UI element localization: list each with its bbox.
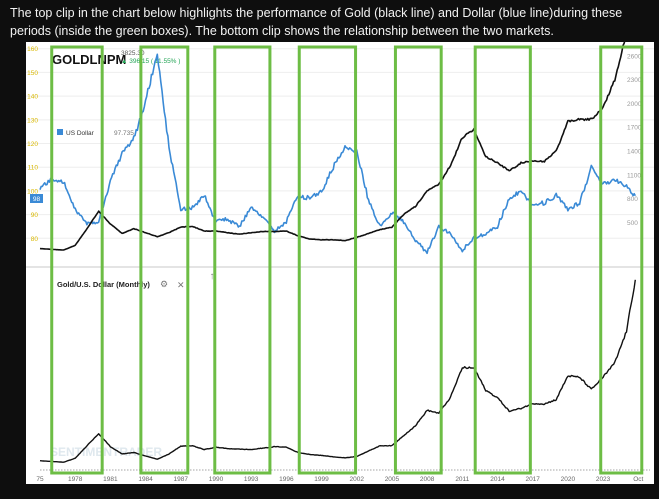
legend-label-us-dollar: US Dollar	[66, 130, 95, 137]
gold-line	[39, 40, 626, 251]
series-us-dollar	[39, 53, 637, 255]
right-axis-tick-label: 2000	[627, 101, 642, 108]
x-axis-ticks: 75 1978 1981 1984 1987 1990 1993 1996 1999 2002 20…	[36, 469, 650, 483]
gold-dollar-chart: ↑ 160 150 140 130 120 110 100 90 80 2600 2300 2000…	[26, 40, 654, 484]
x-axis-tick-label: 2017	[525, 476, 540, 483]
change-label: ▲ 396.15 ( 11.55% )	[121, 58, 180, 65]
x-axis-tick-label: 2005	[385, 476, 400, 483]
right-axis-tick-label: 1100	[627, 172, 641, 179]
x-axis-tick-label: 2002	[349, 476, 364, 483]
left-axis-tick-label: 100	[27, 188, 38, 195]
series-gold-dollar-ratio	[39, 279, 636, 463]
legend-swatch-us-dollar	[57, 129, 63, 135]
right-axis-tick-label: 2300	[627, 77, 642, 84]
close-panel-icon[interactable]: ✕	[177, 280, 185, 290]
right-axis-tick-label: 500	[627, 220, 638, 227]
left-axis-tick-label: 110	[28, 165, 39, 172]
left-axis-tick-label: 80	[31, 236, 39, 243]
left-axis-tick-label: 150	[27, 70, 38, 77]
x-axis-tick-label: 75	[36, 476, 44, 483]
highlight-box-7	[599, 45, 644, 475]
highlight-box-5	[393, 45, 443, 475]
right-axis-tick-label: 2600	[627, 53, 642, 60]
right-axis-tick-label: 800	[627, 196, 638, 203]
x-axis-tick-label: 1984	[138, 476, 153, 483]
chart-title: GOLDLNPM	[52, 52, 126, 67]
x-axis-tick-label: 2011	[455, 476, 469, 483]
series-gold	[39, 40, 626, 251]
x-axis-tick-label: 2014	[490, 476, 505, 483]
left-axis-tick-label: 120	[27, 141, 38, 148]
right-axis-ticks: 2600 2300 2000 1700 1400 1100 800 500	[627, 53, 642, 226]
watermark-text: SENTIMENTRADER	[50, 445, 162, 459]
left-axis-tick-label: 140	[27, 94, 38, 101]
symbol-price: 3825.30	[121, 50, 145, 57]
settings-gear-icon[interactable]: ⚙	[160, 279, 168, 289]
x-axis-tick-label: 1981	[103, 476, 118, 483]
highlight-box-1	[50, 45, 104, 475]
left-axis-tick-label: 160	[27, 46, 38, 53]
right-axis-tick-label: 1400	[627, 149, 642, 156]
x-axis-tick-label: Oct	[633, 476, 643, 483]
x-axis-tick-label: 2020	[561, 476, 576, 483]
current-dollar-marker	[30, 194, 43, 203]
highlight-box-2	[139, 45, 190, 475]
ratio-panel-title: Gold/U.S. Dollar (Monthly)	[57, 280, 150, 289]
x-axis-tick-label: 1993	[244, 476, 259, 483]
x-axis-tick-label: 1996	[279, 476, 294, 483]
x-axis-tick-label: 2023	[596, 476, 611, 483]
current-dollar-value: 98	[33, 196, 41, 203]
highlight-box-4	[297, 45, 358, 475]
left-axis-tick-label: 130	[27, 117, 38, 124]
x-axis-tick-label: 1990	[209, 476, 224, 483]
right-axis-tick-label: 1700	[627, 125, 642, 132]
legend-value-us-dollar: 97.735	[114, 130, 134, 137]
x-axis-tick-label: 1999	[314, 476, 329, 483]
caption: The top clip in the chart below highligh…	[10, 6, 623, 38]
x-axis-tick-label: 2008	[420, 476, 435, 483]
chart-background	[26, 42, 654, 484]
x-axis-tick-label: 1978	[68, 476, 83, 483]
gold-dollar-ratio-line	[39, 279, 636, 463]
x-axis-tick-label: 1987	[174, 476, 189, 483]
highlight-boxes	[50, 45, 644, 475]
highlight-box-6	[473, 45, 532, 475]
left-axis-tick-label: 90	[31, 212, 39, 219]
highlight-box-3	[213, 45, 272, 475]
us-dollar-line	[39, 53, 637, 255]
panel-drag-arrow-icon[interactable]: ↑	[210, 271, 215, 282]
left-axis-ticks: 160 150 140 130 120 110 100 90 80	[27, 46, 38, 243]
